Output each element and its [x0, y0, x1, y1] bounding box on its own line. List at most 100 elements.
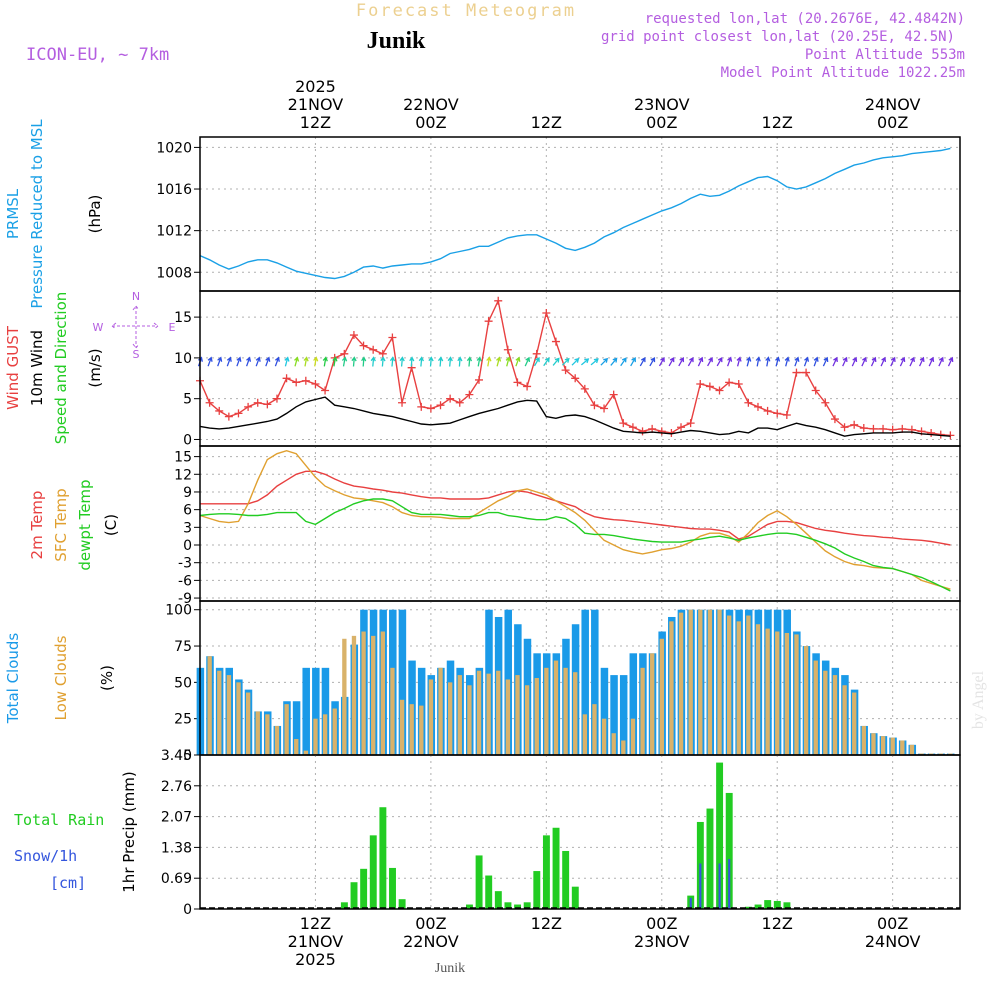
wind-arrow	[658, 357, 665, 367]
low-cloud-bar	[322, 714, 328, 755]
wind-arrow	[678, 357, 685, 367]
low-cloud-bar	[313, 718, 318, 755]
wind-arrow	[784, 356, 790, 367]
low-cloud-bar	[890, 737, 895, 755]
low-cloud-bar	[871, 733, 876, 755]
gust-marker	[763, 406, 772, 415]
wind-arrow	[515, 356, 521, 367]
wind-arrow	[571, 357, 580, 366]
gust-marker	[773, 409, 782, 418]
gust-marker	[513, 378, 522, 387]
gust-marker	[571, 374, 580, 383]
panel-label-temperature: (C)	[102, 514, 120, 536]
low-cloud-bar	[448, 682, 453, 755]
low-cloud-bar	[611, 733, 616, 755]
gust-marker	[600, 404, 609, 413]
low-cloud-bar	[226, 675, 232, 755]
wind-arrow	[236, 356, 242, 367]
low-cloud-bar	[900, 740, 905, 755]
wind-arrow	[466, 356, 473, 367]
total-cloud-bar	[629, 653, 638, 755]
panel-frame	[199, 754, 961, 910]
gust-marker	[244, 402, 253, 411]
low-cloud-bar	[746, 615, 751, 755]
gust-marker	[282, 374, 291, 383]
low-cloud-bar	[592, 704, 597, 755]
point-altitude: Point Altitude 553m	[805, 47, 965, 63]
low-cloud-bar	[274, 725, 280, 755]
total-cloud-bar	[398, 609, 407, 755]
low-cloud-bar	[698, 609, 703, 755]
gust-marker	[677, 423, 686, 432]
gust-marker	[869, 424, 878, 433]
gust-marker	[455, 398, 464, 407]
wind-arrow	[919, 356, 925, 367]
rain-bar	[523, 902, 531, 909]
total-cloud-bar	[591, 609, 599, 755]
rain-bar	[744, 906, 752, 909]
low-cloud-bar	[832, 675, 838, 755]
low-cloud-bar	[505, 679, 511, 755]
gust-marker	[311, 380, 320, 388]
panel-label-temperature: dewpt Temp	[76, 479, 94, 570]
gust-marker	[734, 380, 743, 388]
y-tick-label: 1016	[156, 182, 192, 198]
requested-coords: requested lon,lat (20.2676E, 42.4842N)	[645, 11, 965, 27]
y-tick-label: -9	[178, 591, 192, 607]
series-prmsl	[199, 147, 951, 280]
rain-bar	[571, 886, 579, 909]
rain-bar	[773, 900, 781, 909]
wind-arrow	[505, 356, 511, 367]
wind-arrow	[543, 357, 550, 367]
y-tick-label: 15	[174, 450, 192, 466]
low-cloud-bar	[217, 670, 222, 755]
total-cloud-bar	[312, 667, 320, 755]
low-cloud-bar	[659, 638, 664, 755]
compass-n: N	[132, 290, 140, 303]
compass-s: S	[133, 348, 140, 361]
snow-bar	[689, 897, 692, 909]
gust-marker	[532, 349, 541, 358]
gust-marker	[590, 401, 599, 410]
wind-arrow	[909, 356, 915, 367]
rain-bar	[360, 868, 368, 909]
low-cloud-bar	[717, 609, 722, 755]
gust-marker	[725, 378, 734, 387]
low-cloud-bar	[361, 631, 366, 755]
gust-marker	[850, 420, 859, 429]
y-tick-label: 2.76	[161, 779, 192, 795]
gust-marker	[340, 349, 349, 358]
wind-arrow	[755, 356, 761, 367]
gust-marker	[272, 394, 281, 403]
gust-marker	[830, 415, 839, 424]
low-cloud-bar	[678, 612, 684, 755]
bottom-tick-label: 23NOV	[634, 932, 690, 951]
total-cloud-bar	[292, 701, 301, 755]
gust-marker	[234, 409, 243, 418]
rain-bar	[485, 875, 493, 909]
gust-marker	[523, 382, 532, 391]
wind-arrow	[313, 356, 319, 367]
gust-marker	[561, 366, 570, 375]
low-cloud-bar	[255, 711, 260, 755]
wind-arrow	[294, 356, 300, 367]
y-tick-label: 3	[183, 520, 192, 536]
gust-marker	[215, 406, 224, 415]
low-cloud-bar	[563, 667, 568, 755]
low-cloud-bar	[294, 739, 299, 755]
compass-legend: N S W E	[93, 290, 176, 361]
gust-marker	[205, 398, 214, 407]
panels: 1008101210161020051015-9-6-3036912150255…	[156, 136, 961, 918]
total-cloud-bar	[321, 667, 330, 755]
low-cloud-bar	[640, 667, 645, 755]
gust-marker	[792, 368, 801, 377]
wind-arrow	[274, 356, 280, 367]
gust-marker	[580, 384, 589, 393]
snow-bar	[718, 863, 721, 909]
gust-marker	[859, 424, 868, 433]
rain-bar	[542, 835, 550, 909]
low-cloud-bar	[861, 725, 867, 755]
low-cloud-bar	[457, 675, 462, 755]
